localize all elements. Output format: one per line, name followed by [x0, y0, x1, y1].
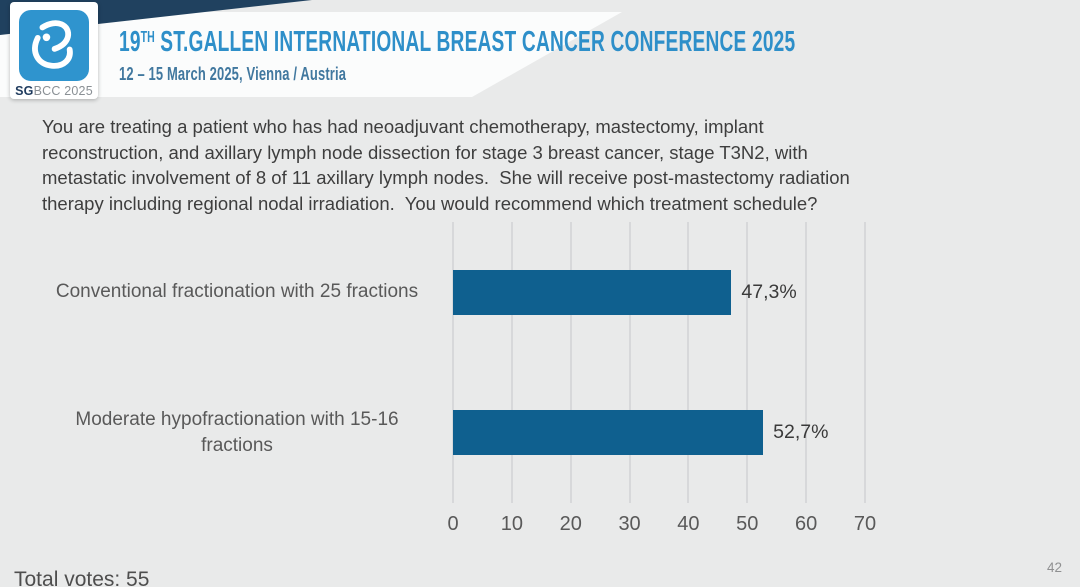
- x-tick-label: 50: [736, 513, 759, 535]
- title-block: 19TH ST.GALLEN INTERNATIONAL BREAST CANC…: [119, 26, 1080, 85]
- logo-text: SGBCC 2025: [10, 84, 98, 98]
- bar-row: 47,3%: [453, 222, 1080, 363]
- x-tick-label: 70: [853, 513, 877, 535]
- x-tick-label: 40: [677, 513, 700, 535]
- bar-rows: 47,3% 52,7%: [453, 222, 1080, 503]
- bar-value-label: 47,3%: [741, 280, 797, 303]
- conference-subtitle: 12 – 15 March 2025, Vienna / Austria: [119, 64, 347, 84]
- bar-row: 52,7%: [453, 363, 1080, 504]
- category-row: Conventional fractionation with 25 fract…: [37, 222, 437, 363]
- conference-title: 19TH ST.GALLEN INTERNATIONAL BREAST CANC…: [119, 26, 795, 59]
- category-label-column: Conventional fractionation with 25 fract…: [37, 222, 437, 503]
- gridline: [510, 222, 513, 503]
- category-label: Moderate hypofractionation with 15-16 fr…: [75, 408, 399, 456]
- gridline: [805, 222, 808, 503]
- gridline: [746, 222, 749, 503]
- category-label: Conventional fractionation with 25 fract…: [55, 281, 419, 303]
- sgbcc-droplet-icon: [32, 19, 73, 69]
- question-text: You are treating a patient who has had n…: [42, 114, 1022, 216]
- gridline: [569, 222, 572, 503]
- category-row: Moderate hypofractionation with 15-16 fr…: [37, 363, 437, 504]
- title-superscript: TH: [140, 29, 155, 46]
- bar: [453, 410, 764, 456]
- gridline: [452, 222, 454, 503]
- sgbcc-logo-square: [19, 10, 89, 81]
- gridline: [864, 222, 866, 503]
- question-line: reconstruction, and axillary lymph node …: [42, 141, 808, 163]
- gridline: [687, 222, 690, 503]
- x-tick-label: 30: [618, 513, 641, 535]
- x-axis: 0 10 20 30 40 50 60 70: [447, 513, 876, 543]
- bar: [453, 269, 732, 315]
- x-tick-label: 20: [559, 513, 582, 535]
- total-votes: Total votes: 55: [14, 568, 150, 587]
- logo-text-rest: BCC 2025: [33, 84, 93, 98]
- sgbcc-logo-card: SGBCC 2025: [10, 2, 98, 99]
- page-number: 42: [1046, 560, 1062, 575]
- logo-text-sg: SG: [15, 84, 34, 98]
- question-line: You are treating a patient who has had n…: [42, 116, 764, 137]
- gridline: [628, 222, 631, 503]
- x-tick-label: 10: [500, 513, 523, 535]
- bar-value-label: 52,7%: [773, 421, 829, 444]
- question-line: therapy including regional nodal irradia…: [42, 192, 818, 214]
- x-tick-label: 60: [795, 513, 818, 535]
- title-prefix: 19: [119, 26, 141, 58]
- question-line: metastatic involvement of 8 of 11 axilla…: [42, 167, 850, 188]
- title-rest: ST.GALLEN INTERNATIONAL BREAST CANCER CO…: [154, 26, 796, 58]
- x-tick-label: 0: [447, 513, 459, 535]
- poll-bar-chart-plot-area: 47,3% 52,7%: [452, 222, 866, 503]
